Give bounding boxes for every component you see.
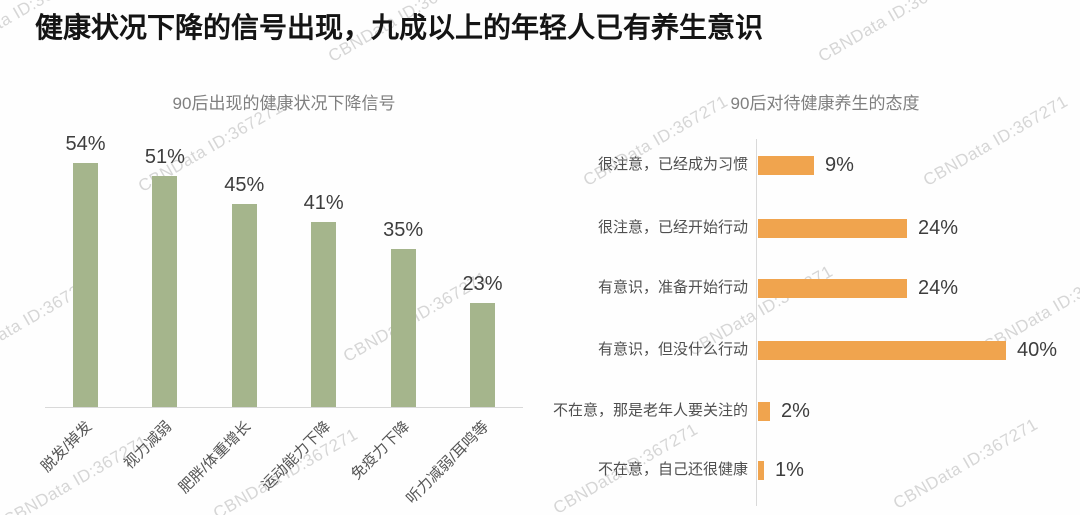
x-axis-category-label: 脱发/掉发 [38,418,96,476]
bar-免疫力下降 [390,249,416,407]
x-axis-category-label: 肥胖/体重增长 [175,418,255,497]
x-axis-category-label: 运动能力下降 [258,418,334,494]
bar-value-label: 1% [775,459,804,481]
bar-value-label: 54% [65,132,106,155]
bar-value-label: 40% [1017,339,1058,361]
bar-肥胖/体重增长 [231,204,257,407]
right-chart-plot: 9% 24% 24% 40% 2% 1% [756,139,1069,506]
bar-value-label: 45% [224,173,265,196]
bar-很注意，已经开始行动 [758,218,907,238]
bar-value-label: 2% [781,400,810,422]
bar-value-label: 51% [144,146,185,169]
x-axis-category-label: 免疫力下降 [348,418,414,484]
x-axis-category-label: 听力减弱/耳鸣等 [403,418,493,508]
bar-value-label: 24% [918,277,959,299]
bar-不在意，自己还很健康 [758,460,764,480]
bar-value-label: 24% [918,217,959,239]
watermark-text: CBNData ID:367271 [815,0,967,66]
bar-value-label: 35% [383,218,424,241]
bar-value-label: 9% [825,154,854,176]
category-label: 有意识，准备开始行动 [597,279,748,296]
category-label: 不在意，那是老年人要关注的 [552,402,748,419]
right-chart-title: 90后对待健康养生的态度 [730,94,920,113]
page-title: 健康状况下降的信号出现，九成以上的年轻人已有养生意识 [35,12,764,43]
bar-听力减弱/耳鸣等 [470,303,495,407]
category-label: 很注意，已经成为习惯 [597,156,748,173]
bar-很注意，已经成为习惯 [758,155,814,175]
left-chart-plot: 54% 脱发/掉发 51% 视力减弱 45% 肥胖/体重增长 41% 运动能力下降 35% 免疫力… [38,125,523,507]
category-label: 有意识，但没什么行动 [597,341,748,358]
bar-运动能力下降 [311,222,337,407]
bar-视力减弱 [152,176,178,407]
left-chart-title: 90后出现的健康状况下降信号 [172,94,396,113]
bar-有意识，但没什么行动 [758,340,1006,360]
category-label: 不在意，自己还很健康 [597,461,748,478]
bar-脱发/掉发 [73,163,98,407]
bar-不在意，那是老年人要关注的 [758,401,770,421]
bar-有意识，准备开始行动 [758,278,907,298]
bar-value-label: 41% [303,191,344,214]
category-label: 很注意，已经开始行动 [597,219,748,236]
x-axis-category-label: 视力减弱 [120,418,176,473]
bar-value-label: 23% [462,273,503,296]
